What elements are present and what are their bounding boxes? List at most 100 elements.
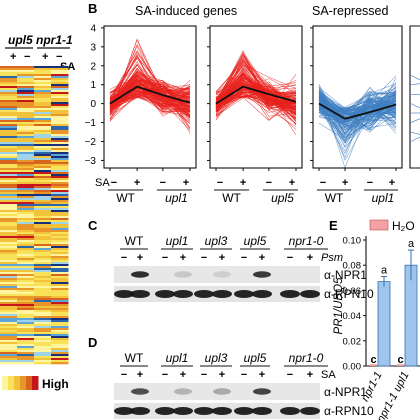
heatmap-cell bbox=[17, 166, 35, 169]
heatmap-cell bbox=[0, 280, 18, 283]
lane-genotype-label: upl5 bbox=[244, 351, 267, 365]
heatmap-cell bbox=[51, 274, 69, 277]
heatmap-cell bbox=[34, 134, 52, 137]
heatmap-cell bbox=[34, 160, 52, 163]
heatmap-cell bbox=[34, 174, 52, 177]
npr1-band bbox=[174, 388, 192, 395]
heatmap-cell bbox=[0, 178, 18, 181]
heatmap-cell bbox=[51, 106, 69, 109]
heatmap-cell bbox=[34, 192, 52, 195]
y-tick-label: 3 bbox=[90, 42, 96, 53]
treatment-sign: − bbox=[162, 369, 168, 381]
heatmap-cell bbox=[0, 130, 18, 133]
heatmap-cell bbox=[17, 82, 35, 85]
heatmap-cell bbox=[17, 224, 35, 227]
heatmap-cell bbox=[17, 90, 35, 93]
heatmap-cell bbox=[34, 246, 52, 249]
heatmap-cell bbox=[51, 116, 69, 119]
heatmap-cell bbox=[51, 308, 69, 311]
heatmap-cell bbox=[0, 122, 18, 125]
heatmap-cell bbox=[17, 240, 35, 243]
heatmap-cell bbox=[34, 256, 52, 259]
heatmap-cell bbox=[51, 310, 69, 313]
heatmap-cell bbox=[17, 88, 35, 91]
heatmap-cell bbox=[51, 284, 69, 287]
heatmap-cell bbox=[0, 282, 18, 285]
y-tick-label: 0 bbox=[90, 99, 96, 110]
rpn10-band bbox=[130, 407, 150, 415]
heatmap-cell bbox=[17, 170, 35, 173]
panel-a: upl5 npr1-1 + − + − SA High bbox=[0, 33, 75, 392]
gene-profile-line bbox=[109, 81, 191, 110]
heatmap-cell bbox=[0, 362, 18, 365]
heatmap-cell bbox=[34, 196, 52, 199]
heatmap-cell bbox=[51, 76, 69, 79]
sa-sign: + bbox=[342, 177, 348, 189]
heatmap-cell bbox=[0, 88, 18, 91]
heatmap-cell bbox=[34, 100, 52, 103]
heatmap-cell bbox=[51, 338, 69, 341]
heatmap-cell bbox=[0, 176, 18, 179]
heatmap-cell bbox=[17, 260, 35, 263]
heatmap-cell bbox=[0, 66, 18, 69]
heatmap-cell bbox=[34, 326, 52, 329]
heatmap-cell bbox=[34, 340, 52, 343]
heatmap-cell bbox=[51, 88, 69, 91]
heatmap-cell bbox=[0, 184, 18, 187]
heatmap-cell bbox=[0, 198, 18, 201]
antibody-label-npr1: α-NPR1 bbox=[324, 385, 367, 399]
heatmap-cell bbox=[34, 182, 52, 185]
heatmap-cell bbox=[34, 324, 52, 327]
heatmap-cell bbox=[51, 132, 69, 135]
heatmap-cell bbox=[0, 120, 18, 123]
heatmap-cell bbox=[34, 288, 52, 291]
heatmap-cell bbox=[34, 116, 52, 119]
heatmap-cell bbox=[0, 246, 18, 249]
bar-h2o bbox=[370, 364, 377, 366]
heatmap-cell bbox=[17, 180, 35, 183]
genotype-label-wt: WT bbox=[325, 191, 344, 205]
heatmap-cell bbox=[0, 116, 18, 119]
heatmap-cell bbox=[17, 256, 35, 259]
heatmap-cell bbox=[17, 236, 35, 239]
heatmap-cell bbox=[17, 96, 35, 99]
heatmap-cell bbox=[51, 218, 69, 221]
heatmap-cell bbox=[17, 198, 35, 201]
heatmap-cell bbox=[34, 252, 52, 255]
heatmap-cell bbox=[34, 322, 52, 325]
heatmap-cell bbox=[17, 258, 35, 261]
heatmap-cell bbox=[17, 342, 35, 345]
heatmap-cell bbox=[51, 362, 69, 365]
heatmap-cell bbox=[34, 200, 52, 203]
heatmap-cell bbox=[17, 276, 35, 279]
heatmap-cell bbox=[51, 270, 69, 273]
antibody-label-rpn10: α-RPN10 bbox=[324, 404, 374, 418]
heatmap-cell bbox=[34, 146, 52, 149]
heatmap-cell bbox=[0, 100, 18, 103]
treatment-sign: + bbox=[307, 369, 313, 381]
sa-sign: + bbox=[183, 177, 189, 189]
rpn10-band bbox=[252, 407, 272, 415]
heatmap-cell bbox=[34, 346, 52, 349]
heatmap-cell bbox=[51, 336, 69, 339]
gene-profile-line bbox=[215, 78, 297, 117]
sign-a-3: + bbox=[42, 51, 48, 63]
rpn10-band bbox=[194, 290, 214, 298]
stat-letter-low: c bbox=[397, 354, 403, 366]
color-scale-step bbox=[20, 376, 27, 390]
heatmap-cell bbox=[0, 72, 18, 75]
heatmap-cell bbox=[51, 304, 69, 307]
heatmap-cell bbox=[17, 160, 35, 163]
heatmap-cell bbox=[51, 324, 69, 327]
heatmap-cell bbox=[17, 330, 35, 333]
heatmap-cell bbox=[0, 272, 18, 275]
heatmap-cell bbox=[51, 318, 69, 321]
y-tick-label: −1 bbox=[85, 118, 97, 129]
heatmap-cell bbox=[51, 74, 69, 77]
rpn10-band bbox=[194, 407, 214, 415]
heatmap-cell bbox=[51, 124, 69, 127]
heatmap-cell bbox=[0, 114, 18, 117]
heatmap-cell bbox=[51, 298, 69, 301]
heatmap-cell bbox=[0, 154, 18, 157]
lane-genotype-label: upl3 bbox=[205, 234, 228, 248]
